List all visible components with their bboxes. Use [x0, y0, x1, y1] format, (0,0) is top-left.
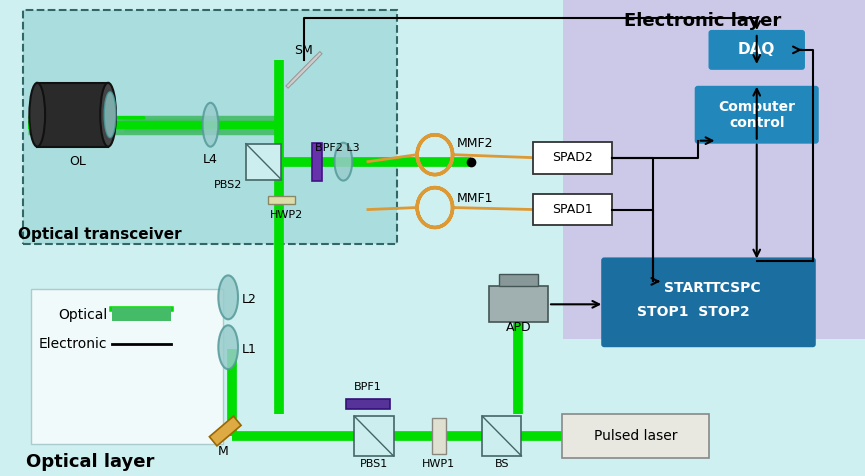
Text: HWP1: HWP1 [422, 459, 455, 469]
FancyBboxPatch shape [312, 143, 322, 180]
FancyBboxPatch shape [112, 307, 171, 321]
Ellipse shape [218, 276, 238, 319]
Text: OL: OL [69, 155, 86, 168]
Polygon shape [209, 416, 241, 446]
FancyBboxPatch shape [246, 144, 281, 179]
Text: SM: SM [295, 44, 313, 57]
Text: START: START [664, 281, 714, 295]
Text: PBS2: PBS2 [214, 179, 242, 189]
FancyBboxPatch shape [354, 416, 394, 456]
Text: STOP1  STOP2: STOP1 STOP2 [638, 305, 750, 319]
FancyBboxPatch shape [562, 414, 709, 458]
Ellipse shape [202, 103, 218, 147]
FancyBboxPatch shape [499, 274, 538, 287]
Text: L4: L4 [203, 153, 218, 166]
FancyBboxPatch shape [534, 142, 612, 174]
FancyBboxPatch shape [489, 287, 548, 322]
Text: PBS1: PBS1 [360, 459, 388, 469]
Ellipse shape [218, 325, 238, 369]
Text: L1: L1 [242, 343, 257, 356]
Text: L2: L2 [242, 293, 257, 306]
FancyBboxPatch shape [695, 86, 819, 144]
FancyBboxPatch shape [708, 30, 805, 70]
Text: DAQ: DAQ [738, 42, 775, 58]
Text: Electronic layer: Electronic layer [624, 12, 781, 30]
FancyBboxPatch shape [37, 83, 108, 147]
Text: TCSPC: TCSPC [711, 281, 761, 295]
Text: Computer
control: Computer control [718, 99, 795, 130]
FancyBboxPatch shape [601, 258, 816, 347]
FancyBboxPatch shape [563, 0, 865, 339]
Text: Optical: Optical [58, 308, 107, 322]
Ellipse shape [335, 143, 352, 180]
Text: BS: BS [495, 459, 509, 469]
Text: MMF1: MMF1 [457, 191, 493, 205]
FancyBboxPatch shape [31, 289, 223, 444]
Text: Optical layer: Optical layer [26, 453, 155, 471]
Text: BPF1: BPF1 [354, 382, 381, 392]
Ellipse shape [29, 83, 45, 147]
FancyBboxPatch shape [482, 416, 522, 456]
FancyBboxPatch shape [432, 418, 445, 454]
Text: M: M [218, 445, 228, 458]
FancyBboxPatch shape [23, 10, 398, 245]
FancyBboxPatch shape [267, 196, 295, 204]
Text: SPAD2: SPAD2 [552, 151, 593, 164]
Text: APD: APD [506, 321, 531, 334]
Text: HWP2: HWP2 [270, 209, 303, 219]
Text: Optical transceiver: Optical transceiver [18, 228, 182, 242]
Text: Pulsed laser: Pulsed laser [594, 429, 677, 443]
Ellipse shape [100, 83, 116, 147]
Ellipse shape [104, 92, 116, 138]
FancyBboxPatch shape [14, 0, 865, 475]
FancyBboxPatch shape [534, 194, 612, 226]
Text: Electronic: Electronic [39, 337, 107, 351]
Text: BPF2 L3: BPF2 L3 [315, 143, 360, 153]
Text: SPAD1: SPAD1 [552, 203, 593, 216]
FancyBboxPatch shape [346, 399, 389, 409]
Text: MMF2: MMF2 [457, 137, 493, 149]
